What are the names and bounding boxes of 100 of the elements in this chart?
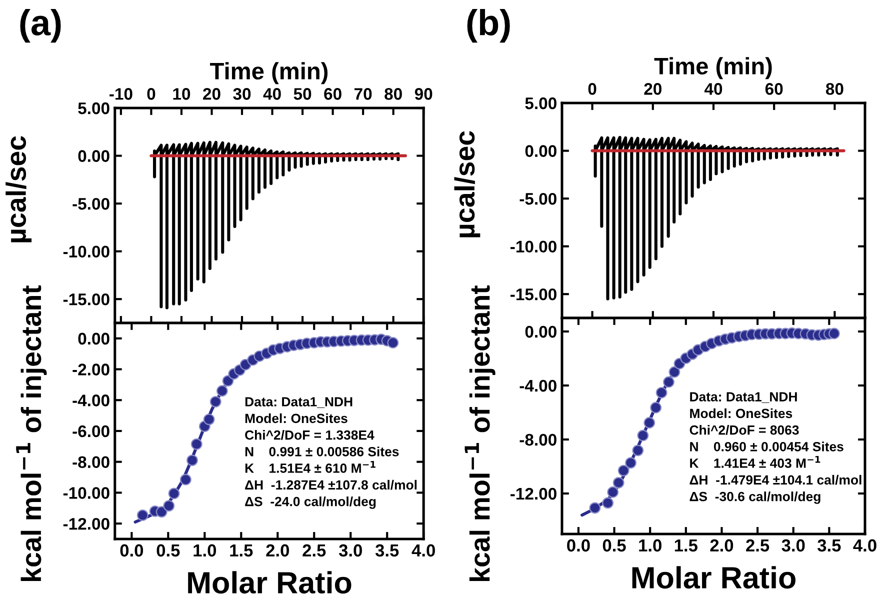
line-series <box>594 136 839 300</box>
x-tick-label: 80 <box>384 88 402 100</box>
point <box>637 430 649 442</box>
x-tick-label: 3.0 <box>338 544 362 557</box>
x-tick-label: 2.5 <box>746 539 770 552</box>
y-tick-label: 5.00 <box>78 102 110 114</box>
x-tick-label: 2.0 <box>266 544 289 557</box>
annotation: ΔS -30.6 cal/mol/deg <box>690 492 820 504</box>
y-tick-label: -5.00 <box>72 198 110 210</box>
x-tick-label: 1.5 <box>674 539 698 552</box>
annotation: Model: OneSites <box>690 408 792 418</box>
y-tick-label: -10.00 <box>63 487 110 499</box>
y-tick-label: 0.00 <box>78 150 110 162</box>
text: (b) <box>467 9 510 43</box>
y-tick-label: -15.00 <box>63 293 110 306</box>
x-tick-label: 1.0 <box>194 544 216 557</box>
point <box>180 474 192 486</box>
y-axis-title: µcal/sec <box>6 136 32 242</box>
point <box>663 376 674 388</box>
x-tick-label: 30 <box>233 88 251 100</box>
x-tick-label: 10 <box>173 88 190 100</box>
annotation: Chi^2/DoF = 8063 <box>690 425 799 435</box>
y-tick-label: -4.00 <box>520 380 556 392</box>
y-tick-label: -12.00 <box>510 488 556 500</box>
annotation: ΔS -24.0 cal/mol/deg <box>245 496 376 509</box>
y-tick-label: -10.00 <box>510 240 556 253</box>
x-tick-label: 0.0 <box>567 539 590 552</box>
y-tick-label: -15.00 <box>510 288 556 300</box>
x-tick-label: 60 <box>324 88 342 100</box>
x-tick-label: 4.0 <box>853 539 876 552</box>
point <box>644 417 656 428</box>
y-tick-label: -8.00 <box>520 434 556 446</box>
point <box>607 486 619 498</box>
point <box>163 500 175 512</box>
point <box>203 414 215 426</box>
x-tick-label: 20 <box>644 83 662 95</box>
x-tick-label: 90 <box>414 88 432 100</box>
point <box>632 444 644 456</box>
point <box>216 385 228 397</box>
annotation: K 1.51E4 ± 610 M$^{−1}$ <box>245 460 376 473</box>
x-tick-label: 2.5 <box>302 544 326 557</box>
x-tick-label: 0.5 <box>602 539 626 552</box>
x-tick-label: 3.5 <box>818 539 841 552</box>
point <box>190 438 202 450</box>
y-tick-label: -2.00 <box>72 364 110 376</box>
y-tick-label: -5.00 <box>520 192 556 205</box>
y-axis-title: kcal mol$^{−1}$ of injectant <box>464 285 496 582</box>
x-tick-label: 1.0 <box>639 539 662 552</box>
x-tick-label: 3.0 <box>782 539 805 552</box>
line-series <box>153 140 400 310</box>
text: (a) <box>20 9 61 43</box>
annotation: Model: OneSites <box>245 413 348 424</box>
point <box>156 506 168 518</box>
point <box>136 510 148 521</box>
point <box>656 386 668 398</box>
annotation: Data: Data1_NDH <box>690 392 797 403</box>
x-tick-label: 4.0 <box>412 544 435 557</box>
y-tick-label: 5.00 <box>525 97 556 110</box>
x-tick-label: -10 <box>110 88 132 100</box>
point <box>625 457 636 469</box>
point <box>828 328 840 340</box>
y-axis-title: µcal/sec <box>454 131 480 238</box>
point <box>650 402 662 414</box>
x-tick-label: 2.0 <box>710 539 734 552</box>
annotation: N 0.991 ± 0.00586 Sites <box>245 446 399 456</box>
y-tick-label: -6.00 <box>72 425 110 438</box>
y-tick-label: -4.00 <box>72 394 110 406</box>
point <box>186 454 198 466</box>
x-tick-label: 3.5 <box>375 544 399 557</box>
x-axis-title: Molar Ratio <box>632 566 796 589</box>
x-tick-label: 70 <box>354 88 372 100</box>
annotation: ΔH -1.287E4 ±107.8 cal/mol <box>245 480 417 490</box>
annotation: ΔH -1.479E4 ±104.1 cal/mol <box>690 474 862 485</box>
point <box>602 497 614 509</box>
x-axis-title: Time (min) <box>210 62 328 84</box>
x-tick-label: 60 <box>765 83 783 95</box>
annotation: N 0.960 ± 0.00454 Sites <box>690 442 844 452</box>
x-tick-label: 1.5 <box>230 544 253 557</box>
x-tick-label: 0.5 <box>156 544 180 557</box>
point <box>668 366 680 378</box>
x-axis-title: Time (min) <box>654 57 772 80</box>
y-axis-title: kcal mol$^{−1}$ of injectant <box>16 285 47 582</box>
y-tick-label: -10.00 <box>63 246 110 258</box>
x-tick-label: 40 <box>704 83 722 95</box>
point <box>387 337 399 348</box>
annotation: Chi^2/DoF = 1.338E4 <box>245 430 374 440</box>
point <box>210 396 222 408</box>
x-tick-label: 0.0 <box>120 544 144 557</box>
x-axis-title: Molar Ratio <box>188 571 352 594</box>
point <box>612 476 624 488</box>
x-tick-label: 0 <box>147 88 156 100</box>
annotation: Data: Data1_NDH <box>245 397 352 408</box>
x-tick-label: 40 <box>263 88 281 100</box>
x-tick-label: 0 <box>588 83 596 95</box>
y-tick-label: 0.00 <box>525 326 556 338</box>
point <box>168 488 180 500</box>
x-tick-label: 20 <box>203 88 220 100</box>
y-tick-label: -8.00 <box>72 456 110 468</box>
x-tick-label: 80 <box>826 83 844 95</box>
x-tick-label: 50 <box>294 88 312 100</box>
